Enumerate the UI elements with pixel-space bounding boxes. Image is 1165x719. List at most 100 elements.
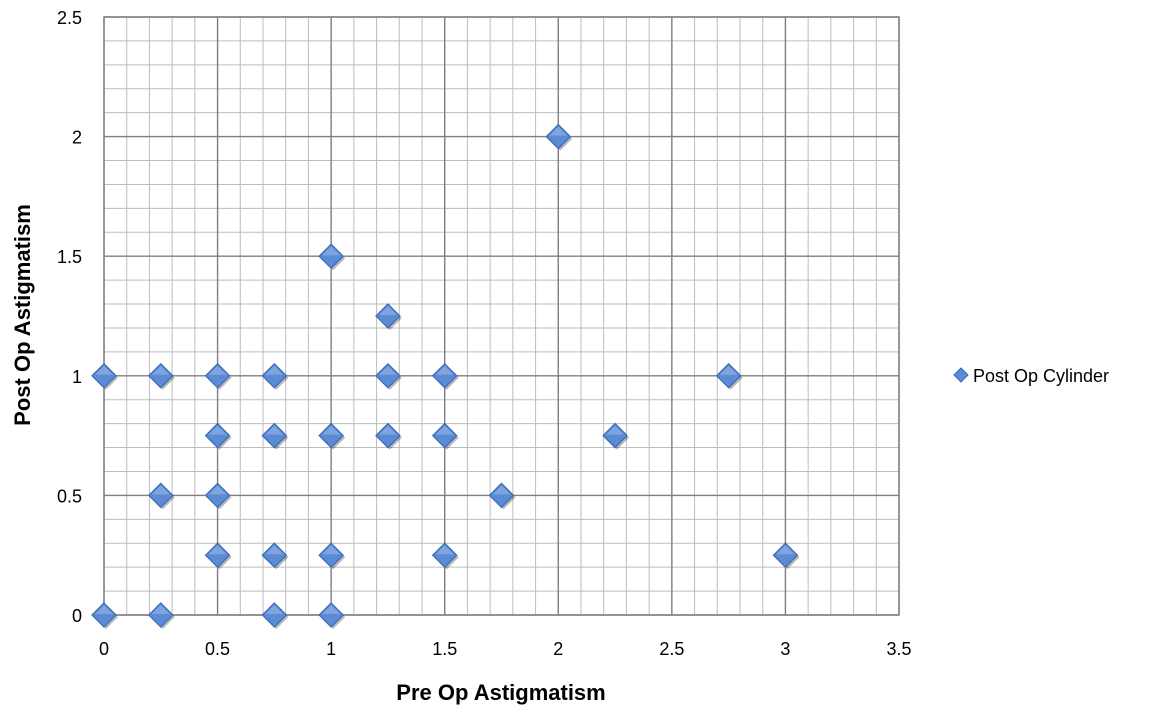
data-point-highlight <box>265 425 284 435</box>
data-point-highlight <box>322 246 341 256</box>
plot-frame <box>103 16 900 616</box>
data-point <box>375 303 402 330</box>
data-point <box>545 123 573 151</box>
data-point-highlight <box>322 605 341 614</box>
legend-marker <box>953 367 969 383</box>
data-point-highlight <box>208 365 227 375</box>
data-point <box>261 362 289 390</box>
data-point <box>204 422 232 450</box>
plot-area-border <box>103 16 900 616</box>
y-tick-label: 2.5 <box>57 8 82 28</box>
data-point <box>772 542 800 570</box>
y-tick-labels: 0 0.5 1 1.5 2 2.5 <box>57 8 82 626</box>
legend: Post Op Cylinder <box>953 366 1109 386</box>
y-tick-label: 1.5 <box>57 247 82 267</box>
data-point <box>204 362 232 390</box>
data-point <box>91 602 118 629</box>
data-point-marker <box>261 362 288 389</box>
data-point-highlight <box>151 485 170 495</box>
data-point-highlight <box>95 605 113 614</box>
data-point-highlight <box>151 605 170 614</box>
y-tick-label: 1 <box>72 367 82 387</box>
data-point-highlight <box>208 485 227 495</box>
data-point-marker <box>545 123 572 150</box>
data-point-highlight <box>378 306 397 315</box>
data-point-highlight <box>435 545 454 555</box>
data-point-marker <box>318 542 344 569</box>
data-point-marker <box>318 243 344 270</box>
data-point-marker <box>147 602 174 628</box>
x-tick-labels: 0 0.5 1 1.5 2 2.5 3 3.5 <box>99 639 912 659</box>
data-point-marker <box>602 422 628 449</box>
data-point <box>431 362 459 390</box>
data-point-highlight <box>322 425 341 435</box>
data-point <box>91 362 118 390</box>
data-point-marker <box>772 542 799 569</box>
x-axis-title: Pre Op Astigmatism <box>396 680 605 705</box>
x-tick-label: 1 <box>326 639 336 659</box>
data-point <box>602 422 630 450</box>
data-point-marker <box>715 362 742 389</box>
data-point-marker <box>318 602 344 628</box>
data-point-highlight <box>492 485 511 495</box>
data-point-highlight <box>208 425 227 435</box>
data-point-marker <box>204 362 231 389</box>
data-point <box>261 602 289 629</box>
data-point <box>261 422 289 450</box>
data-point <box>488 482 516 510</box>
data-point-marker <box>261 602 288 628</box>
legend-label: Post Op Cylinder <box>973 366 1109 386</box>
minor-gridlines <box>103 16 900 616</box>
data-point <box>204 542 232 570</box>
data-point-marker <box>261 422 288 449</box>
data-point-marker <box>431 362 458 389</box>
data-point-marker <box>375 303 401 329</box>
data-point-marker <box>91 602 117 628</box>
data-point <box>318 542 346 570</box>
data-point-marker <box>147 362 174 389</box>
x-tick-label: 3 <box>780 639 790 659</box>
x-tick-label: 3.5 <box>886 639 911 659</box>
data-point-marker <box>204 482 231 509</box>
data-point-highlight <box>265 545 284 555</box>
data-point-highlight <box>776 545 795 555</box>
y-tick-label: 2 <box>72 128 82 148</box>
data-point-marker <box>318 422 344 449</box>
data-point <box>261 542 289 570</box>
data-point-highlight <box>378 425 397 435</box>
data-point <box>318 422 346 450</box>
data-point <box>431 542 459 570</box>
major-gridlines <box>103 16 900 616</box>
x-tick-label: 0.5 <box>205 639 230 659</box>
data-point <box>147 482 175 510</box>
data-point-marker <box>431 422 458 449</box>
x-tick-label: 0 <box>99 639 109 659</box>
x-tick-label: 1.5 <box>432 639 457 659</box>
data-points <box>91 123 800 629</box>
y-tick-label: 0.5 <box>57 486 82 506</box>
data-point-marker <box>91 362 117 389</box>
data-point-highlight <box>435 425 454 435</box>
data-point-marker <box>488 482 515 509</box>
data-point-highlight <box>378 365 397 375</box>
data-point-highlight <box>265 605 284 614</box>
data-point-marker <box>147 482 174 509</box>
x-tick-label: 2.5 <box>659 639 684 659</box>
legend-diamond-icon <box>953 367 969 383</box>
data-point-marker <box>204 542 231 569</box>
data-point-marker <box>204 422 231 449</box>
data-point-highlight <box>719 365 738 375</box>
y-axis-title: Post Op Astigmatism <box>10 204 35 426</box>
data-point-highlight <box>151 365 170 375</box>
data-point-highlight <box>95 365 113 375</box>
data-point-marker <box>261 542 288 569</box>
data-point <box>147 602 175 629</box>
x-tick-label: 2 <box>553 639 563 659</box>
data-point-highlight <box>606 425 625 435</box>
data-point-highlight <box>265 365 284 375</box>
data-point-marker <box>375 362 401 389</box>
data-point-highlight <box>322 545 341 555</box>
data-point <box>375 422 402 450</box>
